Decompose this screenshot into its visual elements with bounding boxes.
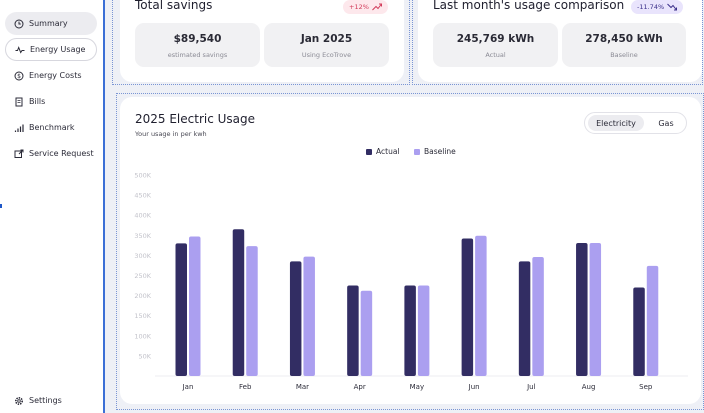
savings-stat-since: Jan 2025 Using EcoTrove [264,23,389,67]
stat-label: Using EcoTrove [301,51,352,59]
sidebar-item-energy-costs[interactable]: $ Energy Costs [5,64,97,87]
y-tick-label: 150K [134,312,151,320]
sidebar-item-label: Benchmark [29,123,75,132]
comparison-title: Last month's usage comparison [433,0,625,12]
y-tick-label: 350K [134,232,151,240]
legend-baseline: Baseline [414,147,456,156]
clock-icon [14,19,24,29]
legend-actual: Actual [366,147,400,156]
legend-swatch-actual [366,148,372,155]
stat-value: 245,769 kWh [456,33,535,45]
sidebar-item-energy-usage[interactable]: Energy Usage [5,38,97,61]
stat-label: Baseline [610,51,638,59]
comparison-change-badge: -11.74% [631,0,684,14]
usage-subtitle: Your usage in per kwh [135,130,207,138]
trend-down-icon [667,3,678,11]
x-tick-label: Feb [239,383,252,391]
y-tick-label: 300K [134,252,151,260]
x-tick-label: Mar [296,383,309,391]
x-tick-label: Sep [639,383,653,391]
gear-icon [14,396,24,406]
bar-baseline-sep [646,265,659,376]
y-tick-label: 50K [138,352,151,360]
y-tick-label: 500K [134,172,151,180]
bar-actual-jan [175,243,187,376]
bar-actual-aug [576,242,588,376]
bar-baseline-jul [532,257,544,376]
tab-electricity[interactable]: Electricity [588,115,644,131]
bar-baseline-jun [475,235,487,376]
sidebar-item-benchmark[interactable]: Benchmark [5,116,97,139]
x-tick-label: Aug [582,383,596,391]
y-tick-label: 450K [134,192,151,200]
badge-text: -11.74% [637,3,665,11]
dollar-circle-icon: $ [14,71,24,81]
y-tick-label: 400K [134,212,151,220]
savings-title: Total savings [135,0,213,12]
bar-baseline-jan [189,236,201,376]
sidebar-item-label: Settings [29,396,62,405]
sidebar-item-label: Energy Costs [29,71,82,80]
svg-text:$: $ [17,73,21,80]
bar-actual-sep [633,287,645,376]
sidebar-item-service-request[interactable]: Service Request [5,142,97,165]
x-tick-label: May [410,383,424,391]
trend-up-icon [372,3,382,11]
bar-actual-may [404,285,416,376]
document-icon [14,97,24,107]
sidebar-item-bills[interactable]: Bills [5,90,97,113]
bar-actual-jul [518,261,531,376]
bars-icon [14,123,24,133]
comparison-stat-actual: 245,769 kWh Actual [433,23,558,67]
utility-toggle: Electricity Gas [584,112,687,134]
bar-actual-feb [232,229,245,376]
bar-baseline-may [417,285,430,376]
legend-label-actual: Actual [376,147,400,156]
bar-baseline-mar [303,256,315,376]
x-tick-label: Apr [354,383,366,391]
legend-label-baseline: Baseline [424,147,456,156]
tab-gas[interactable]: Gas [658,118,674,128]
y-tick-label: 200K [134,292,151,300]
x-tick-label: Jan [182,383,194,391]
badge-text: +12% [349,3,369,11]
stat-value: 278,450 kWh [585,33,663,45]
stat-label: Actual [485,51,506,59]
y-tick-label: 100K [134,332,151,340]
savings-stat-amount: $89,540 estimated savings [135,23,260,67]
stat-label: estimated savings [167,51,228,59]
x-tick-label: Jun [468,383,480,391]
sidebar-item-summary[interactable]: Summary [5,12,97,35]
pulse-icon [15,45,25,55]
focus-marker [0,204,2,208]
comparison-stat-baseline: 278,450 kWh Baseline [562,23,686,67]
sidebar: Summary Energy Usage $ Energy Costs Bill… [0,0,105,413]
sidebar-item-label: Energy Usage [30,45,86,54]
savings-change-badge: +12% [343,0,388,14]
sidebar-item-label: Summary [29,19,68,28]
legend-swatch-baseline [414,148,420,155]
bar-baseline-apr [360,290,373,376]
usage-title: 2025 Electric Usage [135,112,256,126]
external-link-icon [14,149,24,159]
bar-baseline-aug [589,242,602,376]
bar-actual-jun [461,238,474,376]
bar-actual-mar [289,261,302,376]
sidebar-item-settings[interactable]: Settings [5,389,97,412]
stat-value: $89,540 [173,33,222,45]
x-tick-label: Jul [526,383,536,391]
bar-baseline-feb [246,246,258,376]
sidebar-item-label: Service Request [29,149,94,158]
stat-value: Jan 2025 [300,33,353,45]
sidebar-item-label: Bills [29,97,46,106]
y-tick-label: 250K [134,272,151,280]
savings-card-outline [112,0,410,85]
bar-actual-apr [347,285,359,376]
comparison-card-outline [412,0,703,85]
